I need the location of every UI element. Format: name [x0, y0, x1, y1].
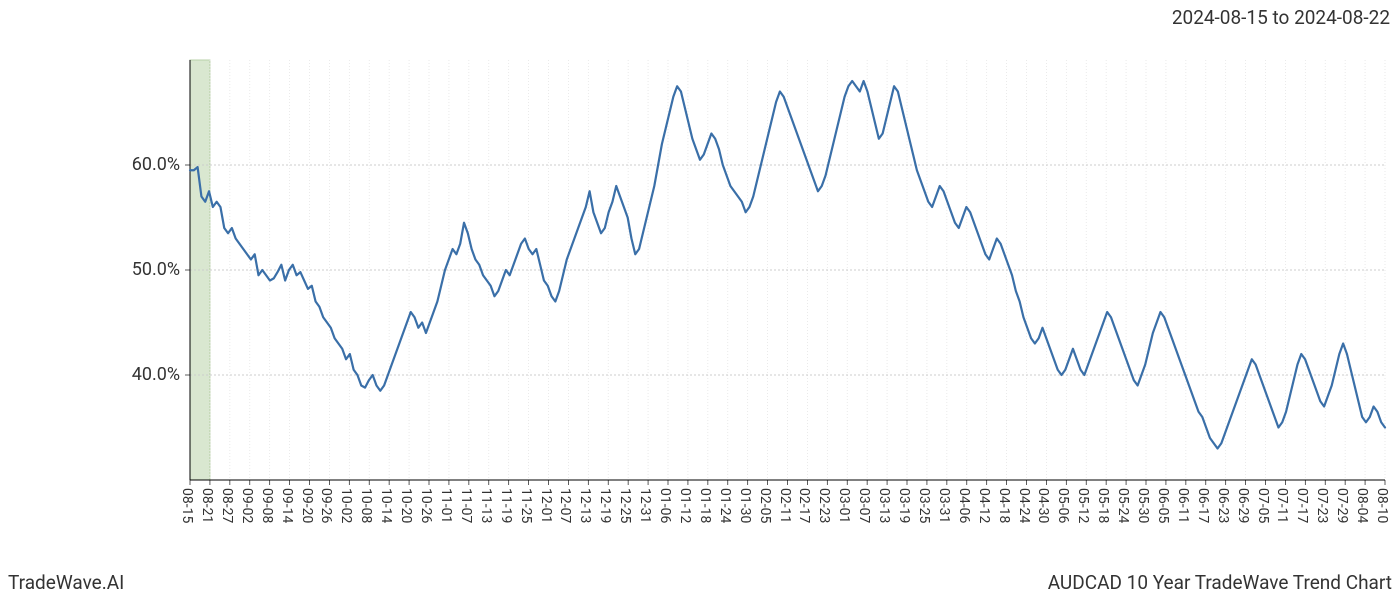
x-tick-label: 04-24 — [1016, 488, 1032, 523]
x-tick-label: 01-24 — [717, 488, 733, 523]
x-tick-label: 07-23 — [1314, 488, 1330, 523]
x-tick-label: 04-18 — [996, 488, 1012, 523]
x-tick-label: 09-14 — [279, 488, 295, 523]
x-tick-label: 01-18 — [697, 488, 713, 523]
x-tick-label: 11-19 — [498, 488, 514, 523]
x-tick-label: 05-12 — [1075, 488, 1091, 523]
brand-label: TradeWave.AI — [8, 571, 124, 594]
x-tick-label: 12-07 — [557, 488, 573, 523]
x-tick-label: 02-17 — [796, 488, 812, 523]
x-tick-label: 09-26 — [318, 488, 334, 523]
x-tick-label: 03-25 — [916, 488, 932, 523]
chart-svg — [0, 40, 1400, 550]
date-range: 2024-08-15 to 2024-08-22 — [1172, 6, 1390, 29]
x-tick-label: 06-23 — [1215, 488, 1231, 523]
x-tick-label: 10-08 — [358, 488, 374, 523]
x-tick-label: 05-30 — [1135, 488, 1151, 523]
x-tick-label: 03-07 — [856, 488, 872, 523]
x-tick-label: 05-06 — [1055, 488, 1071, 523]
chart-title: AUDCAD 10 Year TradeWave Trend Chart — [1048, 571, 1392, 594]
x-tick-label: 06-05 — [1155, 488, 1171, 523]
x-tick-label: 03-19 — [896, 488, 912, 523]
x-tick-label: 06-17 — [1195, 488, 1211, 523]
x-tick-label: 05-24 — [1115, 488, 1131, 523]
x-tick-label: 03-13 — [876, 488, 892, 523]
x-tick-label: 08-15 — [179, 488, 195, 523]
x-tick-label: 02-23 — [816, 488, 832, 523]
x-tick-label: 11-07 — [458, 488, 474, 523]
x-tick-label: 08-04 — [1354, 488, 1370, 523]
x-tick-label: 09-02 — [239, 488, 255, 523]
x-tick-label: 11-01 — [438, 488, 454, 523]
x-tick-label: 01-30 — [737, 488, 753, 523]
x-tick-label: 07-29 — [1334, 488, 1350, 523]
x-tick-label: 04-30 — [1035, 488, 1051, 523]
x-tick-label: 01-12 — [677, 488, 693, 523]
x-tick-label: 11-25 — [518, 488, 534, 523]
x-tick-label: 04-06 — [956, 488, 972, 523]
x-tick-label: 02-05 — [757, 488, 773, 523]
x-tick-label: 10-26 — [418, 488, 434, 523]
x-tick-label: 12-19 — [597, 488, 613, 523]
x-tick-label: 03-01 — [836, 488, 852, 523]
x-tick-label: 12-01 — [538, 488, 554, 523]
x-tick-label: 01-06 — [657, 488, 673, 523]
x-tick-label: 11-13 — [478, 488, 494, 523]
x-tick-label: 06-11 — [1175, 488, 1191, 523]
x-tick-label: 12-25 — [617, 488, 633, 523]
x-tick-label: 08-27 — [219, 488, 235, 523]
x-tick-label: 06-29 — [1235, 488, 1251, 523]
x-tick-label: 08-10 — [1374, 488, 1390, 523]
y-tick-label: 60.0% — [120, 154, 180, 175]
x-tick-label: 12-31 — [637, 488, 653, 523]
x-tick-label: 08-21 — [199, 488, 215, 523]
x-tick-label: 07-05 — [1255, 488, 1271, 523]
chart-area: 40.0% 50.0% 60.0% 08-1508-2108-2709-0209-0… — [0, 40, 1400, 550]
x-tick-label: 04-12 — [976, 488, 992, 523]
x-tick-label: 12-13 — [577, 488, 593, 523]
x-tick-label: 09-20 — [299, 488, 315, 523]
x-tick-label: 05-18 — [1095, 488, 1111, 523]
x-tick-label: 10-20 — [398, 488, 414, 523]
x-tick-label: 02-11 — [777, 488, 793, 523]
y-tick-label: 50.0% — [120, 259, 180, 280]
x-tick-label: 03-31 — [936, 488, 952, 523]
x-tick-label: 10-14 — [378, 488, 394, 523]
y-tick-label: 40.0% — [120, 364, 180, 385]
x-tick-label: 07-11 — [1274, 488, 1290, 523]
x-tick-label: 07-17 — [1294, 488, 1310, 523]
x-tick-label: 09-08 — [259, 488, 275, 523]
x-tick-label: 10-02 — [338, 488, 354, 523]
